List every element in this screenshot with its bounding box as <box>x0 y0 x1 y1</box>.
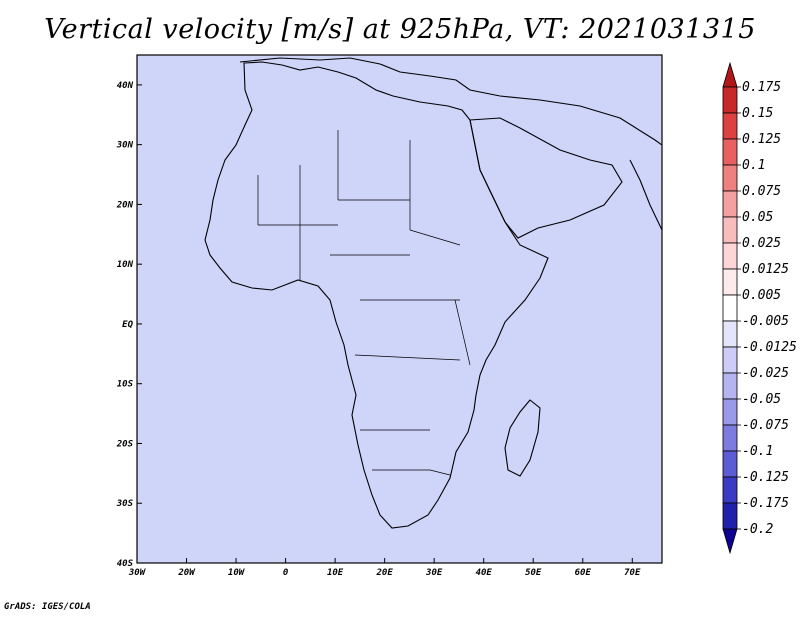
x-tick-label: 0 <box>283 568 289 578</box>
colorbar-swatch <box>722 138 738 166</box>
x-tick-label: 40E <box>476 568 493 578</box>
y-tick-label: 40N <box>117 81 134 91</box>
y-tick-label: 10N <box>117 260 134 270</box>
colorbar-swatch <box>722 86 738 114</box>
colorbar-swatch <box>722 502 738 530</box>
colorbar-label: -0.2 <box>742 522 773 537</box>
y-tick-label: EQ <box>122 320 133 330</box>
colorbar-label: 0.05 <box>742 210 773 225</box>
coastlines <box>204 57 662 529</box>
colorbar: 0.175 0.15 0.125 0.1 0.075 0.05 0.025 0.0125 0.0… <box>722 61 797 555</box>
colorbar-label: 0.075 <box>742 184 781 199</box>
y-tick-label: 30N <box>116 141 134 151</box>
colorbar-swatch <box>722 112 738 140</box>
country-borders <box>257 130 471 476</box>
colorbar-swatch <box>722 320 738 348</box>
colorbar-label: -0.075 <box>742 418 789 433</box>
x-tick-label: 70E <box>624 568 641 578</box>
colorbar-label: -0.125 <box>742 470 789 485</box>
colorbar-swatch <box>722 346 738 374</box>
colorbar-label: 0.15 <box>742 106 773 121</box>
colorbar-swatch <box>722 216 738 244</box>
y-axis: 40S 30S 20S 10S EQ 10N 20N 30N 40N <box>116 81 142 569</box>
colorbar-swatch <box>722 476 738 504</box>
x-tick-label: 20W <box>177 568 196 578</box>
y-tick-label: 20N <box>116 200 134 210</box>
colorbar-swatch <box>722 398 738 426</box>
colorbar-label: 0.005 <box>742 288 781 303</box>
colorbar-label: 0.1 <box>742 158 765 173</box>
x-axis: 30W 20W 10W 0 10E 20E 30E 40E 50E 60E 70E <box>128 558 641 578</box>
x-tick-label: 50E <box>525 568 542 578</box>
colorbar-label: 0.175 <box>742 80 781 95</box>
y-tick-label: 30S <box>116 499 134 509</box>
colorbar-swatch <box>722 190 738 218</box>
x-tick-label: 30W <box>128 568 147 578</box>
chart-title: Vertical velocity [m/s] at 925hPa, VT: 2… <box>44 14 756 45</box>
colorbar-max-arrow <box>722 61 738 88</box>
x-tick-label: 10E <box>327 568 344 578</box>
colorbar-swatch <box>722 294 738 322</box>
footer-credit: GrADS: IGES/COLA <box>4 602 91 612</box>
x-tick-label: 20E <box>376 568 394 578</box>
colorbar-swatch <box>722 372 738 400</box>
x-tick-label: 10W <box>228 568 246 578</box>
colorbar-swatch <box>722 164 738 192</box>
colorbar-label: -0.005 <box>742 314 789 329</box>
y-tick-label: 20S <box>116 439 134 449</box>
colorbar-swatch <box>722 242 738 270</box>
plot-frame <box>136 54 663 564</box>
colorbar-swatch <box>722 424 738 452</box>
colorbar-label: -0.0125 <box>742 340 797 355</box>
y-tick-label: 10S <box>117 380 134 390</box>
colorbar-label: -0.175 <box>742 496 789 511</box>
colorbar-label: -0.05 <box>742 392 781 407</box>
colorbar-swatch <box>722 450 738 478</box>
colorbar-label: 0.025 <box>742 236 781 251</box>
colorbar-label: 0.0125 <box>742 262 789 277</box>
colorbar-min-arrow <box>722 528 738 555</box>
colorbar-label: -0.1 <box>742 444 773 459</box>
colorbar-label: -0.025 <box>742 366 789 381</box>
x-tick-label: 60E <box>575 568 592 578</box>
velocity-field <box>137 55 662 563</box>
y-tick-label: 40S <box>117 559 134 569</box>
x-tick-label: 30E <box>425 568 443 578</box>
colorbar-label: 0.125 <box>742 132 781 147</box>
colorbar-swatch <box>722 268 738 296</box>
